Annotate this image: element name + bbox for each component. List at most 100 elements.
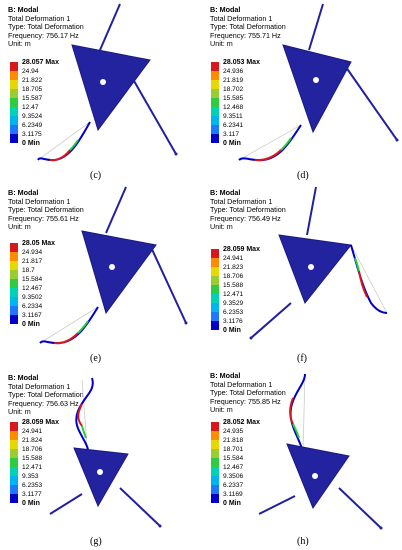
deformation-model <box>249 186 388 340</box>
legend-label: 18.702 <box>223 86 244 93</box>
result-name: Total Deformation 1 <box>210 379 273 389</box>
legend-label: 21.818 <box>223 437 244 444</box>
legend-label: 24.936 <box>223 68 244 75</box>
legend-label: 21.824 <box>22 437 43 444</box>
legend-swatch <box>211 98 219 107</box>
result-name: Total Deformation 1 <box>210 196 273 206</box>
legend-swatch <box>10 422 18 431</box>
legend-swatch <box>211 134 219 143</box>
legend-label: 9.3529 <box>223 300 244 307</box>
legend-label: 21.819 <box>223 77 244 84</box>
panel-c: B: Modal Total Deformation 1 Type: Total… <box>0 0 201 183</box>
figure-caption: (f) <box>297 353 307 364</box>
legend-swatch <box>211 449 219 458</box>
result-unit: Unit: m <box>8 39 31 49</box>
legend-swatch <box>10 279 18 288</box>
figure-caption: (h) <box>297 536 309 547</box>
legend-swatch <box>211 285 219 294</box>
legend-swatch <box>10 71 18 80</box>
result-title: B: Modal <box>210 371 241 380</box>
result-frequency: Frequency: 755.85 Hz <box>210 396 281 406</box>
result-name: Total Deformation 1 <box>8 381 71 391</box>
legend-label: 15.588 <box>22 455 43 462</box>
legend-swatch <box>211 440 219 449</box>
legend-swatch <box>211 125 219 134</box>
legend-min-label: 0 Min <box>223 500 241 507</box>
legend-swatch <box>10 288 18 297</box>
result-type: Type: Total Deformation <box>8 205 84 215</box>
legend-label: 3.117 <box>223 131 240 138</box>
legend-swatch <box>10 107 18 116</box>
legend-label: 6.2353 <box>223 309 244 316</box>
color-legend: 28.05 Max 24.934 21.817 18.7 15.584 12.4… <box>10 240 70 329</box>
legend-swatch <box>10 494 18 503</box>
legend-swatch <box>211 71 219 80</box>
legend-max-label: 28.059 Max <box>22 419 59 426</box>
result-unit: Unit: m <box>8 222 31 232</box>
result-name: Total Deformation 1 <box>8 196 71 206</box>
legend-swatch <box>10 134 18 143</box>
result-unit: Unit: m <box>8 407 31 417</box>
legend-label: 24.94 <box>22 68 39 75</box>
color-legend: 28.059 Max 24.941 21.824 18.706 15.588 1… <box>10 419 70 508</box>
legend-label: 9.3524 <box>22 113 43 120</box>
legend-swatch <box>211 312 219 321</box>
legend-label: 12.471 <box>22 464 43 471</box>
legend-label: 9.3506 <box>223 473 244 480</box>
legend-swatch <box>10 125 18 134</box>
figure-caption: (c) <box>90 170 102 181</box>
result-info: B: Modal Total Deformation 1 Type: Total… <box>8 373 84 417</box>
legend-max-label: 28.05 Max <box>22 240 56 247</box>
legend-label: 6.2334 <box>22 303 43 310</box>
legend-swatch <box>211 116 219 125</box>
result-title: B: Modal <box>210 188 241 197</box>
legend-swatch <box>211 431 219 440</box>
color-legend: 28.053 Max 24.936 21.819 18.702 15.585 1… <box>211 59 271 148</box>
result-type: Type: Total Deformation <box>8 390 84 400</box>
legend-label: 24.941 <box>223 255 244 262</box>
legend-swatch <box>10 449 18 458</box>
result-name: Total Deformation 1 <box>8 13 71 23</box>
legend-label: 15.584 <box>22 276 43 283</box>
result-title: B: Modal <box>210 5 241 14</box>
panel-f: B: Modal Total Deformation 1 Type: Total… <box>201 183 402 366</box>
color-legend: 28.059 Max 24.941 21.823 18.706 15.588 1… <box>211 246 271 335</box>
legend-label: 6.2337 <box>223 482 244 489</box>
color-legend: 28.057 Max 24.94 21.822 18.705 15.587 12… <box>10 59 70 148</box>
panel-e: B: Modal Total Deformation 1 Type: Total… <box>0 183 201 366</box>
legend-swatch <box>211 107 219 116</box>
result-frequency: Frequency: 756.17 Hz <box>8 30 79 40</box>
legend-label: 3.1169 <box>223 491 243 498</box>
deformation-model <box>37 3 178 162</box>
legend-swatch <box>10 297 18 306</box>
result-unit: Unit: m <box>210 39 233 49</box>
legend-swatch <box>10 476 18 485</box>
deformation-model <box>258 373 383 530</box>
legend-label: 21.822 <box>22 77 43 84</box>
legend-swatch <box>211 303 219 312</box>
legend-swatch <box>211 62 219 71</box>
legend-label: 3.1175 <box>22 131 42 138</box>
result-frequency: Frequency: 755.71 Hz <box>210 30 281 40</box>
legend-swatch <box>211 467 219 476</box>
legend-swatch <box>10 306 18 315</box>
legend-label: 15.587 <box>22 95 43 102</box>
result-frequency: Frequency: 755.61 Hz <box>8 213 79 223</box>
figure-caption: (d) <box>297 170 309 181</box>
deformation-model <box>238 3 399 162</box>
panel-d: B: Modal Total Deformation 1 Type: Total… <box>201 0 402 183</box>
result-info: B: Modal Total Deformation 1 Type: Total… <box>210 5 286 49</box>
legend-label: 18.701 <box>223 446 244 453</box>
result-info: B: Modal Total Deformation 1 Type: Total… <box>8 188 84 232</box>
legend-swatch <box>10 270 18 279</box>
legend-label: 21.817 <box>22 258 43 265</box>
legend-label: 6.2341 <box>223 122 244 129</box>
figure-caption: (g) <box>90 536 102 547</box>
result-type: Type: Total Deformation <box>210 205 286 215</box>
legend-max-label: 28.059 Max <box>223 246 260 253</box>
result-info: B: Modal Total Deformation 1 Type: Total… <box>210 188 286 232</box>
legend-label: 18.706 <box>223 273 244 280</box>
legend-swatch <box>10 62 18 71</box>
legend-swatch <box>211 422 219 431</box>
result-frequency: Frequency: 756.63 Hz <box>8 398 79 408</box>
